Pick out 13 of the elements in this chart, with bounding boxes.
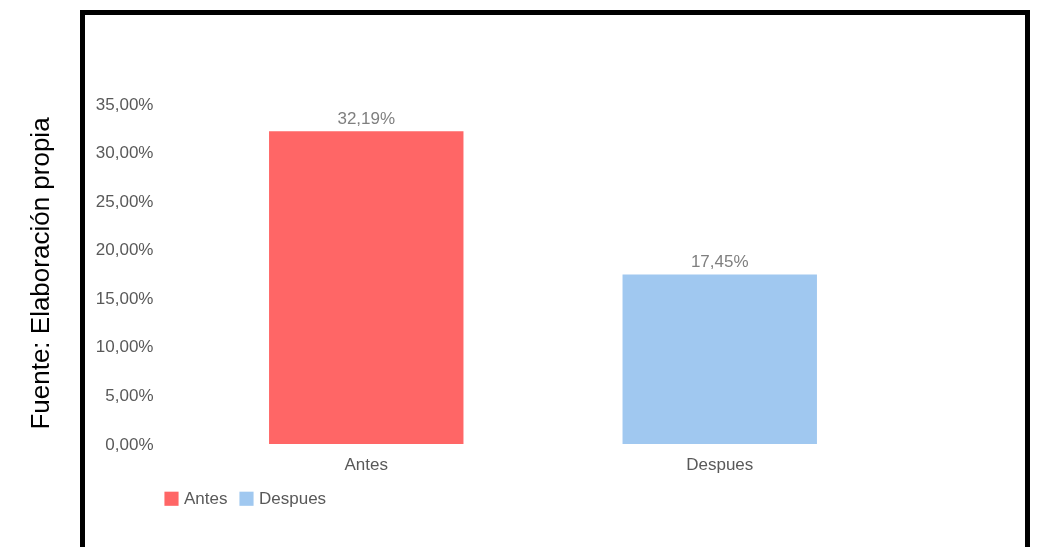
y-tick-label: 5,00% [105, 385, 154, 405]
y-tick-label: 20,00% [95, 240, 154, 260]
y-tick-label: 0,00% [105, 434, 154, 454]
data-label: 17,45% [690, 252, 749, 272]
y-tick-label: 10,00% [95, 337, 154, 357]
legend-label: Antes [184, 488, 228, 508]
y-tick-label: 25,00% [95, 191, 154, 211]
y-tick-label: 35,00% [95, 94, 154, 114]
legend-label: Despues [259, 488, 327, 508]
source-note: Fuente: Elaboración propia [24, 117, 56, 430]
data-label: 32,19% [337, 109, 396, 129]
y-tick-label: 15,00% [95, 288, 154, 308]
y-tick-label: 30,00% [95, 143, 154, 163]
